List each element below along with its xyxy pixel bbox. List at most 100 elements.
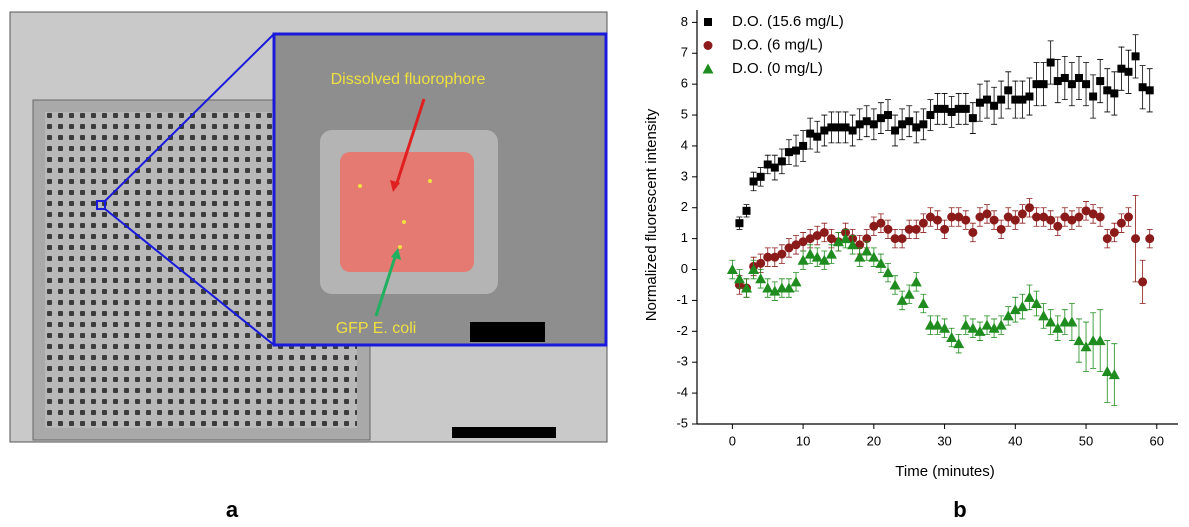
data-point [924,319,936,330]
data-point [826,234,836,244]
data-point [1025,92,1034,101]
data-point [820,126,829,135]
data-point [890,234,900,244]
data-point [882,267,894,278]
data-point [1145,86,1154,95]
data-point [806,129,815,138]
data-point [1059,316,1071,327]
data-point [1088,209,1098,219]
data-point [1060,73,1069,82]
chart: Time (minutes) Normalized fluorescent in… [643,10,1178,480]
arrowhead [390,180,400,192]
data-point [995,319,1007,330]
data-point [811,251,823,262]
data-point [1138,277,1148,287]
data-point [798,237,808,247]
data-point [790,276,802,287]
data-point [1103,86,1112,95]
scale-bar [470,322,545,342]
data-point [755,273,767,284]
data-point [896,294,908,305]
data-point [940,224,950,234]
data-point [961,215,971,225]
y-tick-label: 5 [681,106,688,121]
data-point [974,325,986,336]
scale-bar [452,427,556,438]
data-point [1124,67,1133,76]
data-point [862,117,871,126]
bacterium [398,245,402,249]
data-point [840,233,852,244]
data-point [819,227,829,237]
y-tick-label: 0 [681,261,688,276]
data-point [1045,316,1057,327]
data-point [990,101,999,110]
data-point [805,234,815,244]
well-fluorescence [340,152,474,272]
data-point [1123,212,1133,222]
data-point [742,206,751,215]
y-tick-label: -1 [676,292,688,307]
data-point [1004,86,1013,95]
data-point [1067,80,1076,89]
data-point [825,248,837,259]
data-point [862,234,872,244]
data-point [1052,322,1064,333]
data-point [777,249,787,259]
data-point [848,126,857,135]
data-point [770,252,780,262]
data-point [1046,58,1055,67]
data-point [1053,221,1063,231]
data-point [875,257,887,268]
data-point [1039,80,1048,89]
data-point [960,319,972,330]
data-point [975,98,984,107]
data-point [855,240,865,250]
data-point [997,95,1006,104]
data-point [1108,369,1120,380]
x-tick-label: 0 [729,433,736,448]
data-point [883,224,893,234]
data-point [996,224,1006,234]
data-point [783,282,795,293]
data-point [804,248,816,259]
panel-label: a [226,497,239,522]
data-point [1010,215,1020,225]
y-tick-label: 8 [681,14,688,29]
x-tick-label: 50 [1079,433,1093,448]
data-point [818,254,830,265]
panel-label: b [953,497,966,522]
x-tick-label: 40 [1008,433,1022,448]
data-point [947,107,956,116]
data-point [988,322,1000,333]
data-point [1145,234,1155,244]
data-point [741,282,753,293]
data-point [834,123,843,132]
bacterium [358,184,362,188]
data-point [1131,52,1140,61]
annotation: GFP E. coli [336,320,417,337]
data-point [905,117,914,126]
x-tick-label: 10 [796,433,810,448]
data-point [1131,234,1141,244]
data-point [1066,316,1078,327]
data-point [889,279,901,290]
arrow [374,253,398,317]
data-point [1032,212,1042,222]
data-point [1023,291,1035,302]
data-point [1073,335,1085,346]
legend-label: D.O. (0 mg/L) [732,60,823,77]
y-tick-label: 6 [681,76,688,91]
arrow [394,98,426,187]
zoom-line [104,208,275,346]
data-point [763,252,773,262]
data-point [1110,89,1119,98]
data-point [961,104,970,113]
data-point [954,104,963,113]
data-point [1081,206,1091,216]
y-tick-label: 4 [681,137,688,152]
data-point [946,331,958,342]
data-point [883,111,892,120]
x-axis-label: Time (minutes) [895,463,994,480]
data-point [784,148,793,157]
